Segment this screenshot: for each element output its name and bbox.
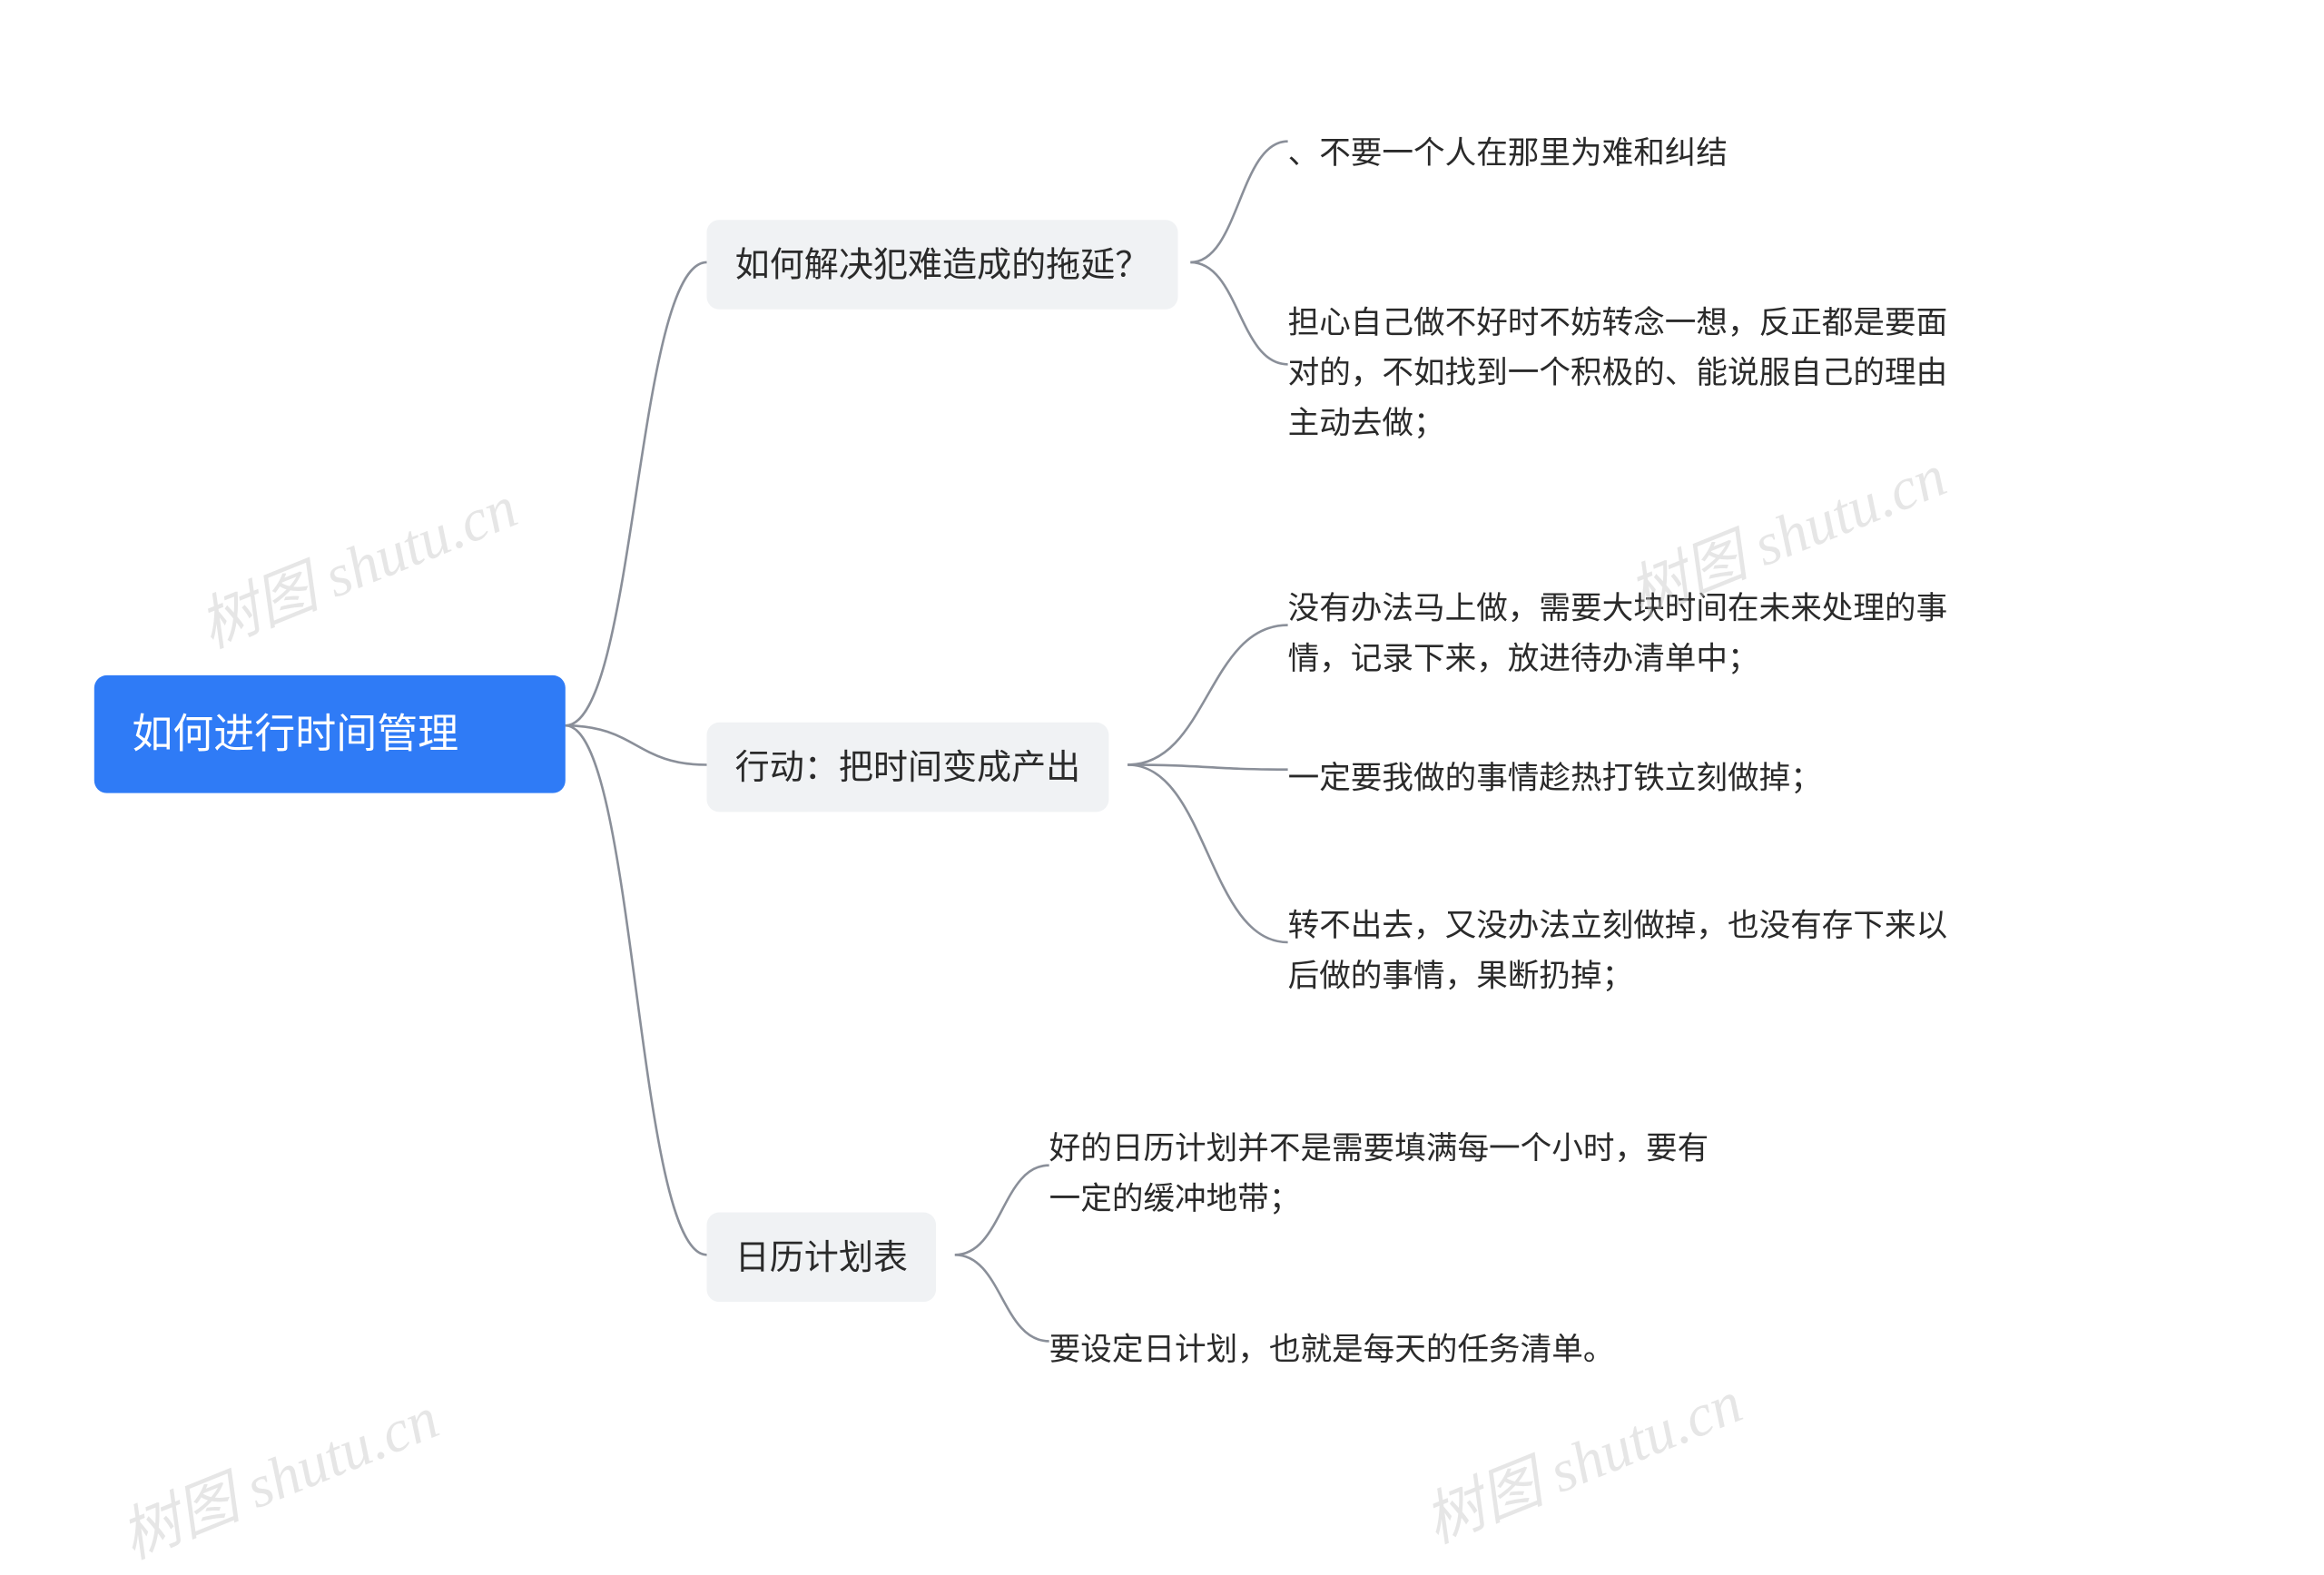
leaf-node-1-1: 一定要我做的事情趁热打铁立刻做掉；	[1288, 747, 1822, 810]
root-node[interactable]: 如何进行时间管理	[94, 675, 566, 793]
watermark: 树图 shutu.cn	[106, 1370, 449, 1575]
mindmap-canvas: 如何进行时间管理 如何解决犯难造成的拖延？ 、不要一个人在那里为难和纠结 担心自…	[0, 0, 2324, 1558]
branch-node-0[interactable]: 如何解决犯难造成的拖延？	[707, 220, 1178, 310]
watermark: 树图 shutu.cn	[184, 458, 527, 664]
leaf-node-2-1: 要设定日计划，也就是每天的任务清单。	[1049, 1319, 1615, 1382]
branch-node-2[interactable]: 日历计划表	[707, 1213, 937, 1303]
leaf-node-1-0: 没有办法马上做，需要大块时间在未来处理的事情，记录下来，放进待办清单中；	[1288, 578, 1964, 692]
leaf-node-0-0: 、不要一个人在那里为难和纠结	[1288, 123, 1728, 185]
leaf-node-1-2: 转不出去，又没办法立刻做掉，也没有存下来以后做的事情，果断扔掉；	[1288, 895, 1964, 1009]
leaf-node-2-0: 好的日历计划并不是需要填满每一个小时，要有一定的缓冲地带；	[1049, 1118, 1725, 1232]
branch-node-1[interactable]: 行动：把时间变成产出	[707, 723, 1109, 812]
leaf-node-0-1: 担心自己做不好时不妨转念一想，反正都是要面对的，不如找到一个积极的、能说服自己的…	[1288, 292, 1964, 456]
watermark: 树图 shutu.cn	[1410, 1354, 1753, 1559]
